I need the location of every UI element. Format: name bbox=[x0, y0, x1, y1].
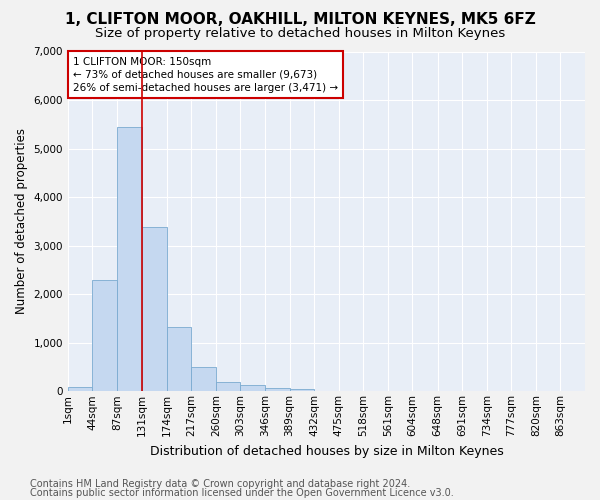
Bar bbox=[216, 382, 241, 392]
Text: 1, CLIFTON MOOR, OAKHILL, MILTON KEYNES, MK5 6FZ: 1, CLIFTON MOOR, OAKHILL, MILTON KEYNES,… bbox=[65, 12, 535, 28]
Bar bbox=[290, 389, 314, 392]
Bar bbox=[117, 126, 142, 392]
Text: Contains public sector information licensed under the Open Government Licence v3: Contains public sector information licen… bbox=[30, 488, 454, 498]
Bar bbox=[142, 227, 167, 392]
Bar bbox=[167, 327, 191, 392]
Text: Contains HM Land Registry data © Crown copyright and database right 2024.: Contains HM Land Registry data © Crown c… bbox=[30, 479, 410, 489]
Text: Size of property relative to detached houses in Milton Keynes: Size of property relative to detached ho… bbox=[95, 28, 505, 40]
Bar bbox=[191, 367, 216, 392]
Text: 1 CLIFTON MOOR: 150sqm
← 73% of detached houses are smaller (9,673)
26% of semi-: 1 CLIFTON MOOR: 150sqm ← 73% of detached… bbox=[73, 56, 338, 93]
Bar bbox=[68, 388, 92, 392]
Bar bbox=[92, 280, 117, 392]
X-axis label: Distribution of detached houses by size in Milton Keynes: Distribution of detached houses by size … bbox=[149, 444, 503, 458]
Bar bbox=[241, 386, 265, 392]
Y-axis label: Number of detached properties: Number of detached properties bbox=[15, 128, 28, 314]
Bar bbox=[265, 388, 290, 392]
